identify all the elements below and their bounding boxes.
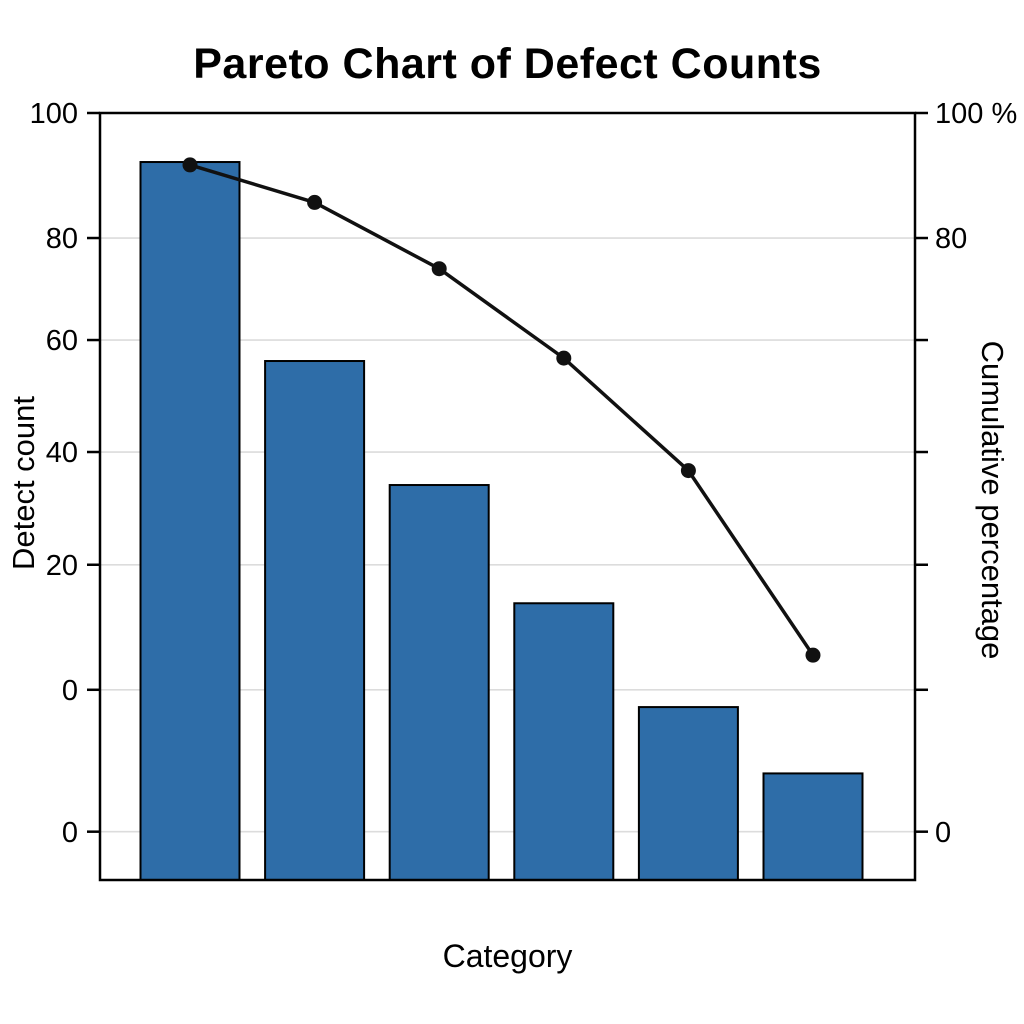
- svg-text:40: 40: [46, 437, 78, 469]
- svg-text:100 %: 100 %: [935, 98, 1017, 130]
- svg-text:60: 60: [46, 325, 78, 357]
- x-axis-label: Category: [442, 938, 573, 974]
- svg-text:20: 20: [46, 550, 78, 582]
- svg-text:0: 0: [935, 817, 951, 849]
- svg-text:80: 80: [935, 223, 967, 255]
- svg-text:0: 0: [62, 817, 78, 849]
- svg-text:0: 0: [62, 675, 78, 707]
- svg-text:80: 80: [46, 223, 78, 255]
- svg-text:100: 100: [30, 98, 78, 130]
- chart-title: Pareto Chart of Defect Counts: [193, 40, 822, 88]
